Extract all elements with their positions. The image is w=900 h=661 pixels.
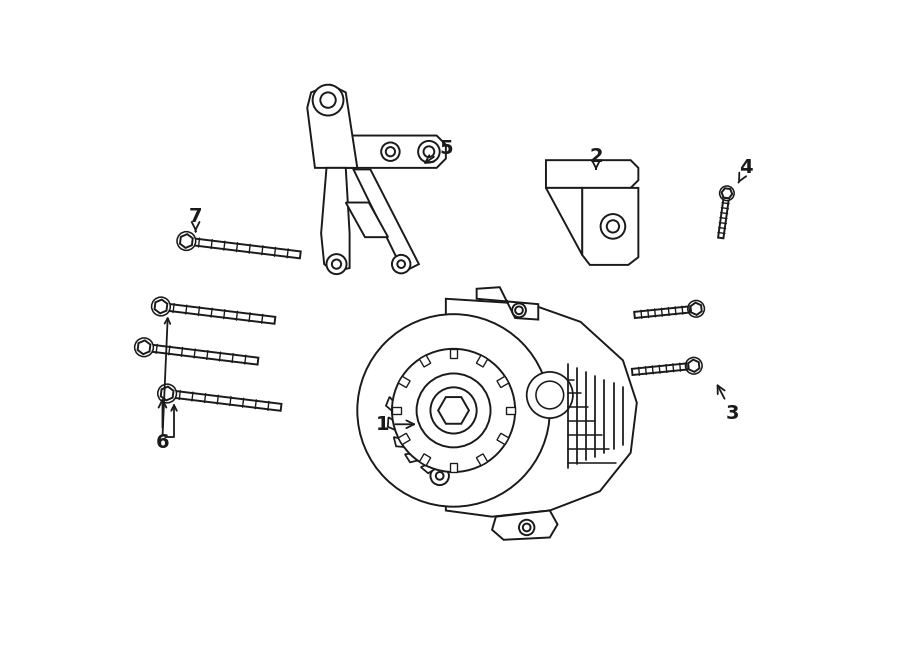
Circle shape [177,231,195,251]
Circle shape [512,303,526,317]
Polygon shape [497,376,508,387]
Polygon shape [546,188,582,255]
Circle shape [523,524,531,531]
Circle shape [320,93,336,108]
Text: 3: 3 [717,385,739,423]
Text: 7: 7 [189,207,202,231]
Text: 5: 5 [425,139,453,163]
Text: 2: 2 [590,147,603,169]
Circle shape [151,297,170,316]
Polygon shape [346,202,388,237]
Polygon shape [144,344,258,365]
Circle shape [424,146,435,157]
Polygon shape [421,460,445,473]
Polygon shape [388,417,405,434]
Circle shape [417,373,491,447]
Text: 1: 1 [376,415,414,434]
Circle shape [515,307,523,314]
Circle shape [392,349,515,472]
Polygon shape [394,437,415,448]
Text: 4: 4 [738,159,753,182]
Polygon shape [476,355,488,367]
Polygon shape [476,454,488,466]
Circle shape [418,141,440,163]
Polygon shape [138,340,150,354]
Polygon shape [506,407,515,414]
Circle shape [357,314,550,507]
Polygon shape [419,454,431,466]
Polygon shape [399,376,410,387]
Polygon shape [446,299,637,517]
Polygon shape [160,303,275,324]
Polygon shape [307,85,357,168]
Polygon shape [386,397,401,418]
Polygon shape [405,453,428,462]
Polygon shape [634,306,697,318]
Circle shape [397,260,405,268]
Circle shape [332,260,341,269]
Polygon shape [497,433,508,445]
Circle shape [600,214,626,239]
Polygon shape [477,288,538,319]
Circle shape [327,254,346,274]
Polygon shape [688,360,699,372]
Circle shape [135,338,153,357]
Polygon shape [690,303,702,315]
Circle shape [607,220,619,233]
Polygon shape [392,407,401,414]
Circle shape [382,143,400,161]
Polygon shape [582,188,638,265]
Circle shape [720,186,734,200]
Polygon shape [438,397,469,424]
Polygon shape [419,355,431,367]
Circle shape [686,358,702,374]
Circle shape [312,85,344,116]
Polygon shape [492,510,557,540]
Polygon shape [180,234,193,248]
Circle shape [392,255,410,274]
Polygon shape [186,237,301,258]
Polygon shape [321,168,349,272]
Polygon shape [718,193,730,239]
Polygon shape [450,463,457,472]
Polygon shape [450,349,457,358]
Text: 6: 6 [156,400,169,452]
Circle shape [436,472,444,480]
Circle shape [386,147,395,156]
Circle shape [430,467,449,485]
Circle shape [519,520,535,535]
Polygon shape [354,169,418,272]
Polygon shape [347,136,446,168]
Polygon shape [155,299,167,313]
Polygon shape [161,387,174,401]
Circle shape [536,381,563,409]
Polygon shape [399,433,410,445]
Polygon shape [632,363,694,375]
Circle shape [526,372,573,418]
Polygon shape [546,160,638,188]
Circle shape [688,301,705,317]
Polygon shape [722,188,733,198]
Polygon shape [166,390,282,410]
Circle shape [158,384,176,403]
Circle shape [430,387,477,434]
